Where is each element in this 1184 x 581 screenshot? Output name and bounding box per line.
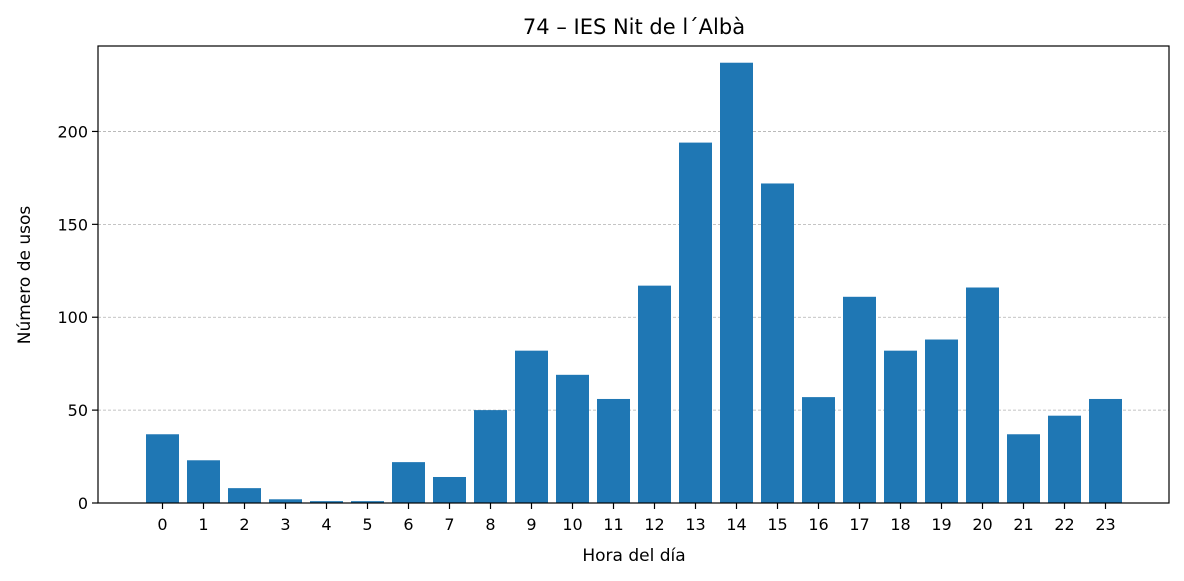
x-tick-label: 22 <box>1054 515 1074 534</box>
bar-hour-16 <box>802 397 835 503</box>
x-tick-label: 10 <box>562 515 582 534</box>
bar-hour-9 <box>515 350 548 503</box>
bar-hour-19 <box>925 339 958 503</box>
x-tick-label: 1 <box>198 515 208 534</box>
bar-hour-21 <box>1007 434 1040 503</box>
bar-hour-22 <box>1048 415 1081 503</box>
bars <box>146 62 1122 503</box>
x-tick-label: 17 <box>849 515 869 534</box>
bar-hour-3 <box>269 499 302 503</box>
grid-lines <box>98 131 1169 411</box>
x-tick-label: 21 <box>1013 515 1033 534</box>
bar-hour-1 <box>187 460 220 503</box>
x-tick-label: 6 <box>403 515 413 534</box>
x-tick-label: 0 <box>157 515 167 534</box>
x-tick-label: 14 <box>726 515 746 534</box>
x-tick-label: 16 <box>808 515 828 534</box>
y-axis-ticks: 0 50 100 150 200 <box>57 122 98 513</box>
x-tick-label: 5 <box>362 515 372 534</box>
y-tick-label: 150 <box>57 215 88 234</box>
bar-hour-12 <box>638 285 671 503</box>
x-tick-label: 18 <box>890 515 910 534</box>
x-tick-label: 9 <box>526 515 536 534</box>
x-tick-label: 20 <box>972 515 992 534</box>
x-tick-label: 12 <box>644 515 664 534</box>
x-tick-label: 3 <box>280 515 290 534</box>
x-tick-label: 15 <box>767 515 787 534</box>
x-tick-label: 8 <box>485 515 495 534</box>
bar-hour-2 <box>228 488 261 503</box>
chart-title: 74 – IES Nit de l´Albà <box>523 15 745 39</box>
bar-hour-8 <box>474 410 507 503</box>
x-axis-label: Hora del día <box>582 546 685 566</box>
x-tick-label: 7 <box>444 515 454 534</box>
bar-hour-4 <box>310 501 343 503</box>
bar-hour-18 <box>884 350 917 503</box>
y-tick-label: 0 <box>78 494 88 513</box>
bar-hour-6 <box>392 462 425 503</box>
bar-hour-14 <box>720 62 753 503</box>
bar-hour-7 <box>433 476 466 503</box>
bar-hour-0 <box>146 434 179 503</box>
bar-hour-5 <box>351 501 384 503</box>
y-tick-label: 50 <box>68 401 88 420</box>
y-axis-label: Número de usos <box>15 206 35 345</box>
y-tick-label: 200 <box>57 122 88 141</box>
bar-hour-23 <box>1089 398 1122 503</box>
bar-hour-11 <box>597 398 630 503</box>
x-tick-label: 13 <box>685 515 705 534</box>
plot-frame <box>97 45 1170 504</box>
bar-hour-10 <box>556 374 589 503</box>
x-tick-label: 11 <box>603 515 623 534</box>
y-tick-label: 100 <box>57 308 88 327</box>
bar-hour-13 <box>679 142 712 503</box>
bar-hour-20 <box>966 287 999 503</box>
x-tick-label: 2 <box>239 515 249 534</box>
bar-hour-17 <box>843 296 876 503</box>
x-tick-label: 19 <box>931 515 951 534</box>
x-axis-ticks: 0 1 2 3 4 5 6 7 8 9 10 11 12 13 14 15 16 17 18 19 20 21 22 23 <box>157 503 1116 534</box>
bar-hour-15 <box>761 183 794 503</box>
x-tick-label: 23 <box>1095 515 1115 534</box>
x-tick-label: 4 <box>321 515 331 534</box>
